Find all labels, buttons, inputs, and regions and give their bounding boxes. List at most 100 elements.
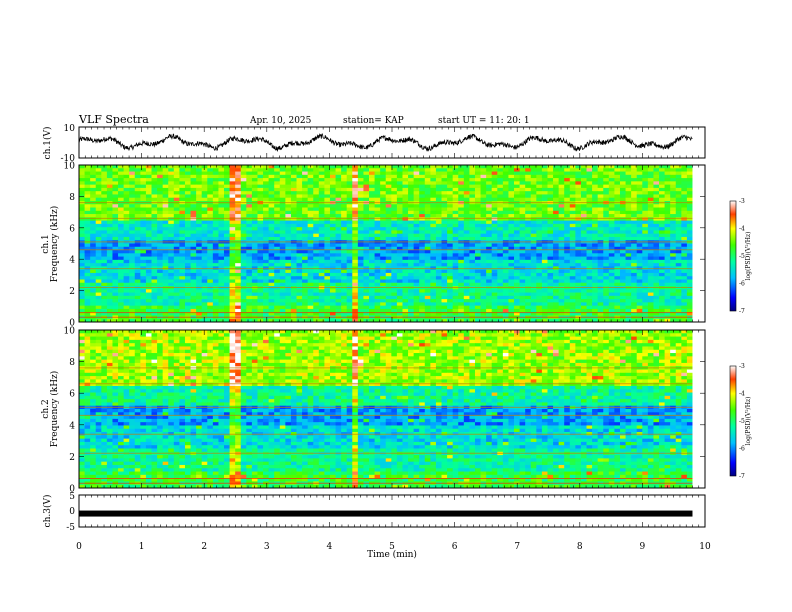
spectrogram-cell bbox=[369, 263, 375, 267]
spectrogram-cell bbox=[592, 204, 599, 208]
spectrogram-cell bbox=[681, 243, 688, 248]
spectrogram-cell bbox=[173, 269, 180, 274]
spectrogram-cell bbox=[380, 279, 387, 284]
spectrogram-cell bbox=[341, 191, 348, 195]
spectrogram-cell bbox=[118, 250, 125, 254]
spectrogram-cell bbox=[564, 250, 571, 254]
spectrogram-cell bbox=[497, 272, 504, 277]
spectrogram-cell bbox=[251, 302, 258, 307]
spectrogram-cell bbox=[447, 233, 454, 238]
spectrogram-cell bbox=[112, 250, 119, 254]
spectrogram-cell bbox=[491, 246, 498, 251]
spectrogram-cell bbox=[318, 308, 325, 313]
spectrogram-cell bbox=[447, 217, 454, 221]
spectrogram-cell bbox=[341, 272, 348, 277]
spectrogram-cell bbox=[118, 210, 125, 215]
spectrogram-cell bbox=[580, 220, 587, 225]
spectrogram-cell bbox=[597, 217, 604, 221]
spectrogram-cell bbox=[659, 217, 665, 221]
spectrogram-cell bbox=[580, 187, 587, 192]
spectrogram-cell bbox=[670, 279, 677, 284]
spectrogram-cell bbox=[196, 217, 203, 221]
spectrogram-cell bbox=[268, 276, 275, 280]
spectrogram-cell bbox=[497, 187, 504, 192]
spectrogram-cell bbox=[659, 214, 665, 218]
spectrogram-cell bbox=[352, 302, 359, 307]
spectrogram-cell bbox=[352, 165, 359, 169]
spectrogram-cell bbox=[134, 246, 141, 251]
spectrogram-cell bbox=[118, 272, 125, 277]
spectrogram-cell bbox=[157, 302, 164, 307]
spectrogram-cell bbox=[491, 243, 498, 248]
spectrogram-cell bbox=[352, 292, 359, 297]
spectrogram-cell bbox=[491, 289, 498, 293]
spectrogram-cell bbox=[290, 168, 297, 172]
spectrogram-cell bbox=[491, 204, 498, 208]
spectrogram-cell bbox=[575, 299, 582, 303]
spectrogram-cell bbox=[95, 243, 102, 248]
spectrogram-cell bbox=[184, 233, 191, 238]
spectrogram-cell bbox=[391, 299, 398, 303]
spectrogram-cell bbox=[285, 220, 292, 225]
spectrogram-cell bbox=[207, 282, 214, 287]
spectrogram-cell bbox=[642, 220, 649, 225]
spectrogram-cell bbox=[229, 308, 236, 313]
spectrogram-cell bbox=[151, 227, 158, 231]
spectrogram-cell bbox=[140, 250, 147, 254]
spectrogram-cell bbox=[681, 210, 688, 215]
spectrogram-cell bbox=[279, 279, 286, 284]
spectrogram-cell bbox=[553, 207, 560, 212]
spectrogram-cell bbox=[346, 230, 353, 235]
spectrogram-cell bbox=[302, 233, 309, 238]
spectrogram-cell bbox=[184, 253, 191, 257]
spectrogram-cell bbox=[90, 295, 97, 300]
spectrogram-cell bbox=[435, 171, 442, 176]
spectrogram-cell bbox=[229, 178, 236, 182]
spectrogram-cell bbox=[307, 236, 314, 241]
spectrogram-cell bbox=[263, 220, 270, 225]
spectrogram-cell bbox=[118, 236, 125, 241]
spectrogram-cell bbox=[224, 187, 230, 192]
spectrogram-cell bbox=[218, 302, 225, 307]
spectrogram-cell bbox=[123, 269, 130, 274]
spectrogram-cell bbox=[118, 184, 125, 189]
spectrogram-cell bbox=[229, 165, 236, 169]
spectrogram-cell bbox=[474, 299, 481, 303]
spectrogram-cell bbox=[608, 305, 615, 310]
spectrogram-cell bbox=[419, 279, 426, 284]
spectrogram-cell bbox=[285, 187, 292, 192]
spectrogram-cell bbox=[212, 187, 219, 192]
spectrogram-cell bbox=[575, 191, 582, 195]
spectrogram-cell bbox=[79, 253, 85, 257]
spectrogram-cell bbox=[447, 250, 454, 254]
spectrogram-cell bbox=[346, 272, 353, 277]
spectrogram-cell bbox=[313, 187, 320, 192]
spectrogram-cell bbox=[396, 217, 403, 221]
spectrogram-cell bbox=[296, 292, 303, 297]
spectrogram-cell bbox=[642, 227, 649, 231]
spectrogram-cell bbox=[352, 178, 359, 182]
spectrogram-cell bbox=[486, 253, 493, 257]
spectrogram-cell bbox=[145, 299, 152, 303]
spectrogram-cell bbox=[469, 181, 476, 186]
spectrogram-cell bbox=[586, 250, 593, 254]
spectrogram-cell bbox=[341, 217, 348, 221]
spectrogram-cell bbox=[101, 299, 108, 303]
spectrogram-cell bbox=[469, 168, 476, 172]
spectrogram-cell bbox=[391, 295, 398, 300]
spectrogram-cell bbox=[307, 204, 314, 208]
spectrogram-cell bbox=[168, 187, 175, 192]
spectrogram-cell bbox=[592, 308, 599, 313]
spectrogram-cell bbox=[480, 178, 487, 182]
spectrogram-cell bbox=[597, 194, 604, 199]
spectrogram-cell bbox=[224, 174, 230, 179]
spectrogram-cell bbox=[268, 272, 275, 277]
spectrogram-cell bbox=[396, 194, 403, 199]
spectrogram-cell bbox=[346, 256, 353, 261]
spectrogram-cell bbox=[313, 223, 320, 228]
spectrogram-cell bbox=[469, 171, 476, 176]
spectrogram-cell bbox=[263, 171, 270, 176]
spectrogram-cell bbox=[290, 178, 297, 182]
spectrogram-cell bbox=[207, 269, 214, 274]
spectrogram-cell bbox=[408, 204, 415, 208]
